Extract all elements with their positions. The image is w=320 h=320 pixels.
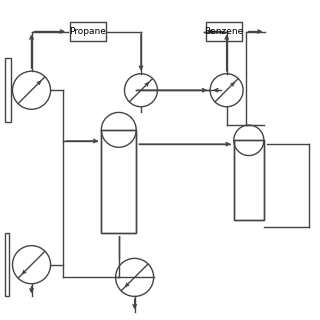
Text: Propane: Propane <box>69 27 106 36</box>
Bar <box>234 140 264 220</box>
Bar <box>101 130 136 233</box>
Bar <box>4 59 11 122</box>
Bar <box>231 140 267 223</box>
Bar <box>101 130 136 233</box>
Bar <box>206 22 243 41</box>
Text: Benzene: Benzene <box>204 27 244 36</box>
Bar <box>98 130 140 236</box>
Bar <box>69 22 106 41</box>
Bar <box>4 233 9 296</box>
Bar <box>234 140 264 220</box>
